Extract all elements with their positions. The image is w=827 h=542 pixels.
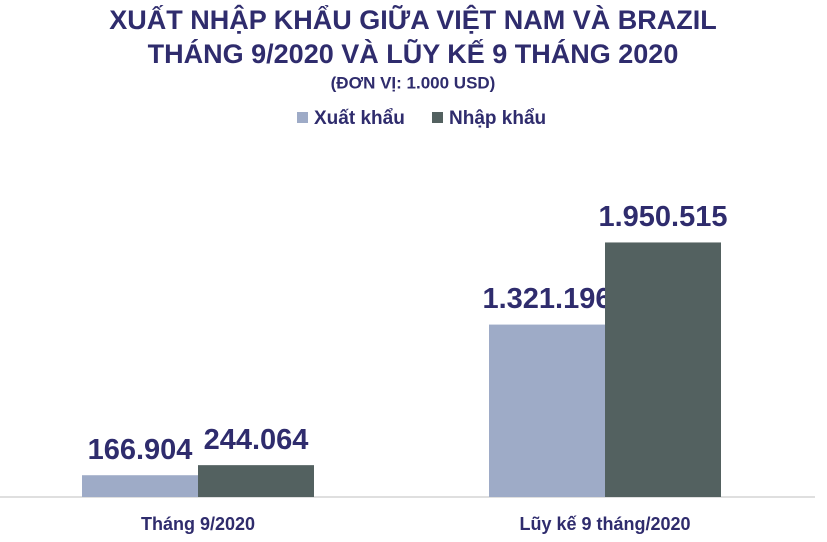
x-tick-label: Tháng 9/2020 bbox=[141, 514, 255, 534]
legend-swatch bbox=[297, 112, 308, 123]
legend-label: Nhập khẩu bbox=[449, 108, 546, 129]
chart-title: XUẤT NHẬP KHẨU GIỮA VIỆT NAM VÀ BRAZIL bbox=[109, 4, 716, 35]
value-label: 166.904 bbox=[88, 434, 193, 466]
value-label: 1.950.515 bbox=[598, 201, 727, 233]
bar bbox=[82, 475, 198, 497]
x-tick-label: Lũy kế 9 tháng/2020 bbox=[519, 514, 690, 534]
bar bbox=[489, 324, 605, 497]
value-label: 244.064 bbox=[204, 424, 309, 456]
legend-swatch bbox=[432, 112, 443, 123]
unit-label: (ĐƠN VỊ: 1.000 USD) bbox=[331, 73, 496, 92]
value-label: 1.321.196 bbox=[482, 283, 611, 315]
bar bbox=[605, 242, 721, 497]
chart-subtitle: THÁNG 9/2020 VÀ LŨY KẾ 9 THÁNG 2020 bbox=[148, 38, 679, 69]
bar bbox=[198, 465, 314, 497]
legend-label: Xuất khẩu bbox=[314, 108, 405, 129]
